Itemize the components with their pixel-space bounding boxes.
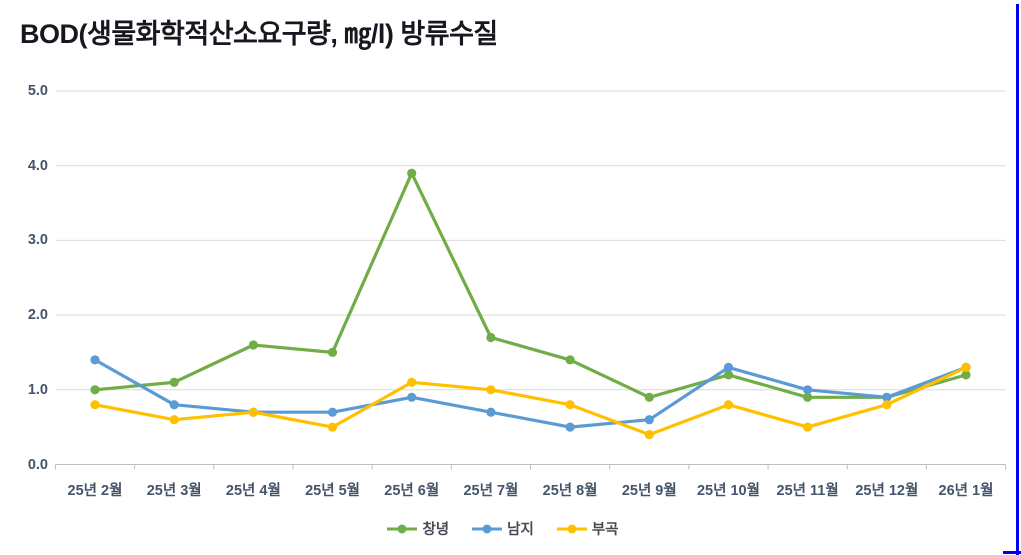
legend-item-0: 창녕 bbox=[386, 518, 449, 539]
data-point-1-5 bbox=[486, 407, 496, 417]
series-line-0 bbox=[94, 171, 967, 399]
data-point-1-10 bbox=[882, 392, 892, 402]
data-point-2-1 bbox=[169, 415, 179, 425]
data-point-1-1 bbox=[169, 400, 179, 410]
x-axis-label: 25년 9월 bbox=[621, 483, 677, 499]
y-axis-label: 1.0 bbox=[27, 381, 48, 398]
legend: 창녕 남지 부곡 bbox=[0, 518, 1005, 539]
y-axis-label: 4.0 bbox=[27, 157, 48, 174]
data-point-1-9 bbox=[803, 385, 813, 395]
data-point-0-6 bbox=[565, 355, 575, 365]
x-axis-label: 25년 12월 bbox=[855, 483, 919, 499]
data-point-0-4 bbox=[407, 168, 417, 178]
data-point-0-0 bbox=[90, 385, 100, 395]
data-point-0-9 bbox=[803, 392, 813, 402]
data-point-0-1 bbox=[169, 377, 179, 387]
x-axis-label: 25년 2월 bbox=[67, 483, 123, 499]
chart-title: BOD(생물화학적산소요구량, ㎎/l) 방류수질 bbox=[20, 19, 498, 49]
x-axis-label: 25년 8월 bbox=[542, 483, 598, 499]
legend-label: 남지 bbox=[507, 522, 534, 538]
data-point-0-3 bbox=[327, 347, 338, 357]
legend-item-1: 남지 bbox=[471, 518, 534, 539]
y-axis-label: 0.0 bbox=[27, 456, 48, 473]
y-axis-label: 2.0 bbox=[27, 307, 48, 324]
data-point-2-6 bbox=[565, 400, 575, 410]
y-axis-label: 3.0 bbox=[27, 232, 48, 249]
data-point-0-5 bbox=[486, 332, 496, 343]
data-point-2-10 bbox=[882, 400, 892, 410]
x-axis-label: 25년 7월 bbox=[463, 483, 519, 499]
selection-border-bottom bbox=[1003, 551, 1021, 554]
series-line-2 bbox=[94, 365, 967, 437]
series-line-1 bbox=[94, 358, 967, 429]
data-point-1-7 bbox=[644, 415, 654, 425]
x-axis-label: 25년 5월 bbox=[305, 483, 360, 499]
legend-item-2: 부곡 bbox=[556, 518, 619, 539]
data-point-2-0 bbox=[90, 400, 100, 410]
x-axis-label: 25년 10월 bbox=[696, 483, 760, 499]
x-axis-label: 26년 1월 bbox=[938, 483, 994, 499]
data-point-0-11 bbox=[961, 370, 971, 380]
y-axis-label: 5.0 bbox=[27, 83, 48, 99]
legend-marker-icon bbox=[472, 524, 503, 533]
legend-label: 부곡 bbox=[591, 522, 619, 538]
data-point-2-3 bbox=[327, 422, 338, 432]
legend-marker-icon bbox=[556, 524, 587, 533]
data-point-2-4 bbox=[407, 377, 417, 387]
legend-marker-icon bbox=[387, 524, 418, 533]
data-point-2-9 bbox=[803, 422, 813, 432]
data-point-1-0 bbox=[90, 355, 100, 365]
data-point-2-5 bbox=[486, 385, 496, 395]
data-point-0-2 bbox=[248, 340, 258, 350]
data-point-2-8 bbox=[723, 400, 734, 410]
x-axis-label: 25년 11월 bbox=[776, 483, 839, 499]
selection-border-right bbox=[1016, 4, 1019, 555]
data-point-1-8 bbox=[723, 362, 734, 372]
data-point-0-8 bbox=[723, 370, 734, 380]
x-axis-label: 25년 6월 bbox=[384, 483, 440, 499]
data-point-2-7 bbox=[644, 430, 654, 440]
legend-label: 창녕 bbox=[422, 522, 450, 538]
data-point-2-2 bbox=[248, 407, 258, 417]
data-point-0-7 bbox=[644, 392, 654, 402]
data-point-1-6 bbox=[565, 422, 575, 432]
data-point-2-11 bbox=[961, 362, 971, 372]
data-point-1-4 bbox=[407, 392, 417, 402]
x-axis-label: 25년 4월 bbox=[225, 483, 281, 499]
x-axis-label: 25년 3월 bbox=[146, 483, 202, 499]
data-point-1-3 bbox=[327, 407, 338, 417]
